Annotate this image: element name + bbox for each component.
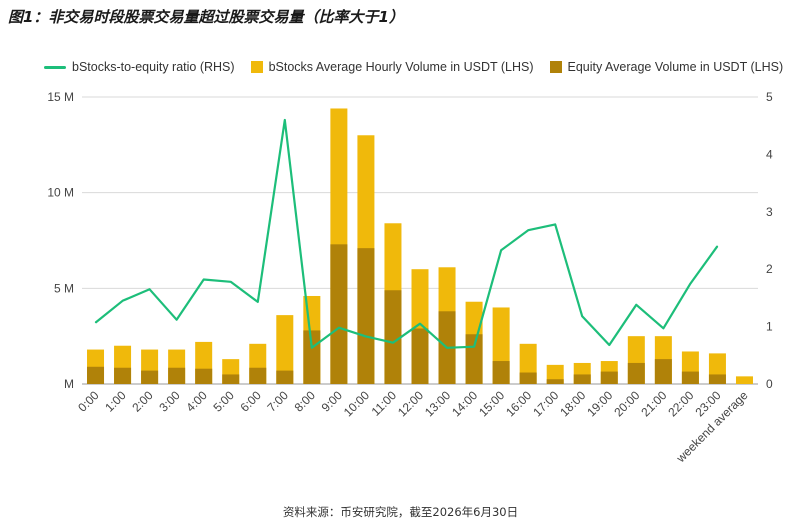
right-axis-tick-label: 2 — [766, 262, 773, 276]
bar-equity — [303, 330, 321, 384]
x-tick-label: 18:00 — [557, 388, 588, 419]
bar-equity — [519, 372, 537, 384]
ratio-point — [203, 278, 205, 281]
ratio-line — [94, 118, 719, 349]
x-tick-label: 10:00 — [341, 388, 372, 419]
bar-equity — [465, 334, 483, 384]
x-tick-label: 11:00 — [369, 388, 400, 419]
ratio-point — [311, 347, 313, 349]
chart-plot: M 5 M 10 M 15 M 0 1 2 3 4 5 0:00 1:00 2:00 3:00 4:00 5:… — [47, 90, 773, 466]
legend-item-ratio: bStocks-to-equity ratio (RHS) — [44, 60, 235, 74]
legend-label-equity: Equity Average Volume in USDT (LHS) — [567, 60, 784, 74]
left-axis-tick-label: 10 M — [47, 186, 74, 200]
x-tick-label: 1:00 — [102, 388, 129, 415]
ratio-point — [257, 301, 259, 303]
bar-equity — [141, 370, 159, 384]
x-tick-label: 0:00 — [75, 388, 102, 415]
legend-swatch-equity — [549, 61, 562, 73]
legend-swatch-bstocks — [250, 61, 263, 73]
right-axis-tick-label: 1 — [766, 320, 773, 334]
bar-equity — [411, 328, 429, 384]
ratio-point — [581, 315, 583, 317]
ratio-point — [94, 321, 97, 324]
right-axis-tick-label: 0 — [766, 377, 773, 391]
x-tick-label: 6:00 — [237, 388, 264, 415]
bar-equity — [708, 374, 726, 384]
x-tick-label: 19:00 — [584, 388, 615, 419]
bar-equity — [114, 367, 132, 384]
left-axis-tick-label: M — [64, 377, 74, 391]
ratio-point — [121, 300, 124, 302]
ratio-point — [554, 223, 556, 226]
ratio-point — [392, 342, 394, 344]
right-axis-tick-label: 3 — [766, 205, 773, 219]
bar-equity — [249, 367, 267, 384]
source-note: 资料来源：币安研究院，截至2026年6月30日 — [282, 505, 519, 519]
x-tick-label: 20:00 — [611, 388, 642, 419]
ratio-point — [473, 346, 475, 348]
bar-equity — [222, 374, 240, 384]
ratio-point — [446, 347, 448, 349]
x-tick-label: 2:00 — [129, 388, 156, 415]
ratio-point — [500, 249, 502, 251]
bar-equity — [276, 370, 294, 384]
ratio-point — [527, 229, 529, 231]
chart-title: 图1：非交易时段股票交易量超过股票交易量（比率大于1） — [8, 8, 404, 26]
x-tick-label: 16:00 — [503, 388, 534, 419]
bar-equity — [573, 374, 591, 384]
bar-equity — [87, 366, 105, 384]
bar-equity — [546, 379, 564, 384]
bar-equity — [600, 371, 618, 384]
right-axis-tick-label: 4 — [766, 147, 773, 161]
legend-swatch-ratio — [44, 65, 66, 69]
legend-label-ratio: bStocks-to-equity ratio (RHS) — [72, 60, 235, 74]
x-tick-label: 15:00 — [476, 388, 507, 419]
x-tick-label: 7:00 — [265, 388, 292, 415]
ratio-point — [419, 323, 421, 325]
bar-equity — [195, 368, 213, 384]
ratio-point — [176, 319, 178, 321]
bar-equity — [357, 248, 375, 384]
x-tick-label: 22:00 — [665, 388, 696, 419]
bar-equity — [654, 359, 672, 384]
x-tick-label: 17:00 — [530, 388, 561, 419]
ratio-point — [230, 281, 232, 283]
left-axis-tick-label: 15 M — [47, 90, 74, 104]
x-tick-label: 4:00 — [183, 388, 210, 415]
chart-legend: bStocks-to-equity ratio (RHS) bStocks Av… — [44, 60, 799, 74]
legend-item-bstocks: bStocks Average Hourly Volume in USDT (L… — [250, 60, 534, 74]
x-tick-label: 13:00 — [422, 388, 453, 419]
legend-label-bstocks: bStocks Average Hourly Volume in USDT (L… — [268, 60, 534, 74]
bar-bstocks — [276, 315, 294, 384]
x-tick-label: 5:00 — [210, 388, 237, 415]
x-tick-label: 14:00 — [449, 388, 480, 419]
bar-equity — [168, 367, 186, 384]
x-tick-label: 3:00 — [156, 388, 183, 415]
left-axis-tick-label: 5 M — [54, 281, 74, 295]
x-tick-label: 21:00 — [638, 388, 669, 419]
bar-bstocks — [735, 376, 753, 384]
bar-equity — [627, 362, 645, 384]
ratio-point — [338, 327, 340, 329]
ratio-point — [662, 327, 664, 329]
x-tick-label: 12:00 — [395, 388, 426, 419]
bar-equity — [330, 244, 348, 384]
ratio-point — [608, 344, 610, 346]
bar-equity — [492, 361, 510, 384]
right-axis-tick-label: 5 — [766, 90, 773, 104]
x-tick-label: 8:00 — [292, 388, 319, 415]
legend-item-equity: Equity Average Volume in USDT (LHS) — [549, 60, 784, 74]
bar-equity — [681, 371, 699, 384]
bar-equity — [384, 290, 402, 384]
ratio-point — [365, 335, 367, 337]
ratio-point — [689, 282, 692, 285]
ratio-point — [716, 245, 719, 247]
ratio-point — [149, 288, 151, 290]
ratio-point — [635, 304, 637, 306]
ratio-point — [284, 119, 286, 121]
